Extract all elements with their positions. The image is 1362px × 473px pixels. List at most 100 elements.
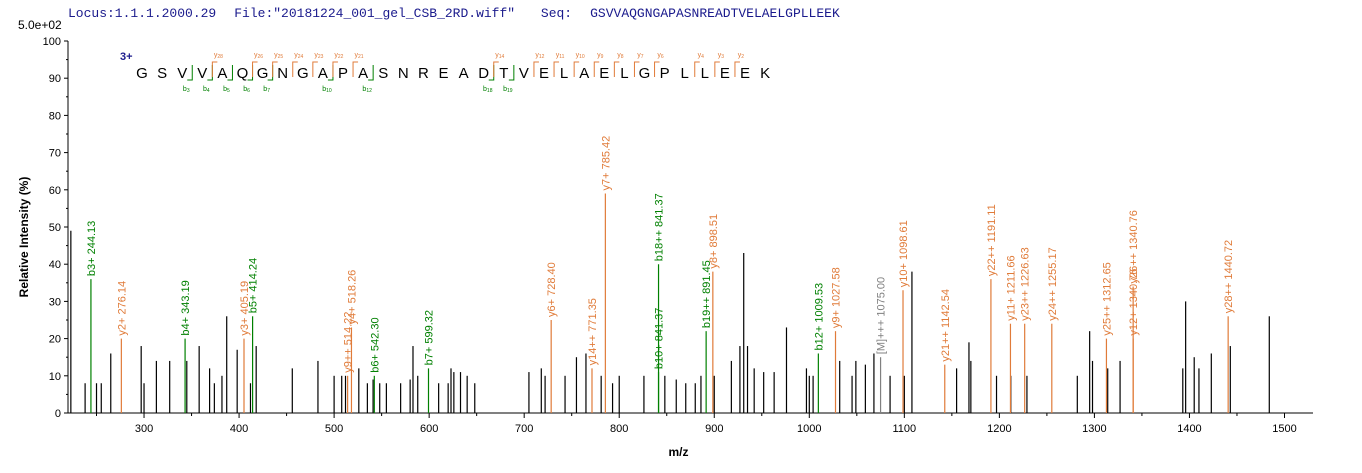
intensity-scale-label: 5.0e+02 — [18, 18, 62, 32]
sequence-residue: V — [519, 65, 529, 82]
sequence-residue: L — [620, 65, 628, 82]
sequence-residue: A — [579, 65, 589, 82]
y-ion-marker-label: y22 — [334, 52, 343, 60]
y-fragment-marker — [633, 61, 640, 77]
peak-label: y21++ 1142.54 — [940, 289, 952, 362]
y-ion-marker-label: y23 — [314, 52, 323, 60]
y-ion-marker-label: y14 — [495, 52, 504, 60]
sequence-residue: N — [398, 65, 409, 82]
sequence-residue: P — [338, 65, 348, 82]
y-fragment-marker — [654, 61, 660, 77]
y-ion-marker-label: y3 — [718, 52, 725, 60]
x-tick-label: 800 — [610, 423, 628, 435]
y-tick-label: 50 — [49, 222, 61, 234]
peak-label: y23++ 1226.63 — [1020, 247, 1032, 320]
b-fragment-marker — [508, 65, 515, 81]
sequence-residue: G — [136, 65, 148, 82]
y-ion-marker-label: y12 — [535, 52, 544, 60]
b-ion-marker-label: b18 — [483, 86, 493, 94]
sequence-residue: T — [499, 65, 508, 82]
y-ion-index: 8 — [621, 54, 624, 60]
x-tick-label: 600 — [420, 423, 438, 435]
sequence-residue: E — [539, 65, 549, 82]
y-fragment-marker — [694, 61, 700, 77]
peak-label: y2+ 276.14 — [116, 281, 128, 336]
peak-label: b10+ 841.37 — [654, 308, 666, 369]
y-ion-marker-label: y28 — [214, 52, 223, 60]
peak-label: y3+ 405.19 — [239, 281, 251, 336]
locus-text: Locus:1.1.1.2000.29 — [68, 6, 217, 21]
y-tick-label: 70 — [49, 148, 61, 160]
axes: 0 10 20 30 40 50 60 70 80 90 100 300 400 500 600 700 800… — [17, 36, 1313, 459]
peak-label: y7+ 785.42 — [600, 136, 612, 191]
y-fragment-marker — [573, 61, 580, 77]
y-ion-index: 10 — [579, 54, 585, 60]
y-tick-label: 100 — [43, 36, 61, 48]
y-ion-index: 14 — [499, 54, 505, 60]
peak-labels: b3+ 244.13 y2+ 276.14 b4+ 343.19 y3+ 405.19… — [86, 136, 1235, 373]
file-text: File:"20181224_001_gel_CSB_2RD.wiff" — [234, 6, 516, 21]
x-tick-label: 900 — [705, 423, 723, 435]
y-fragment-marker — [292, 61, 298, 77]
peak-label: y4+ 518.26 — [346, 270, 358, 325]
charge-label: 3+ — [120, 51, 133, 63]
sequence-residue: E — [599, 65, 609, 82]
b-ion-index: 6 — [247, 88, 250, 94]
y-ion-marker-label: y26 — [254, 52, 263, 60]
y-tick-label: 20 — [49, 334, 61, 346]
b-fragment-marker — [207, 65, 213, 81]
sequence-residue: V — [177, 65, 187, 82]
y-tick-label: 10 — [49, 371, 61, 383]
y-ion-marker-label: y9 — [597, 52, 604, 60]
sequence-residue: L — [560, 65, 568, 82]
peak-label: y22++ 1191.11 — [986, 204, 998, 276]
peak-label: y24++ 1255.17 — [1047, 247, 1059, 320]
peak-label: b12+ 1009.53 — [813, 283, 825, 351]
peak-label: b5+ 414.24 — [248, 258, 260, 313]
y-tick-label: 90 — [49, 73, 61, 85]
y-ion-marker-label: y7 — [637, 52, 644, 60]
x-tick-label: 1300 — [1082, 423, 1106, 435]
sequence-residue: K — [760, 65, 770, 82]
b-ion-index: 7 — [267, 88, 270, 94]
y-ion-index: 7 — [641, 54, 644, 60]
y-ion-index: 28 — [217, 54, 223, 60]
b-ion-marker-label: b4 — [203, 86, 210, 94]
sequence-residue: E — [720, 65, 730, 82]
y-ion-index: 22 — [338, 54, 344, 60]
sequence-residue: R — [418, 65, 429, 82]
x-tick-label: 700 — [515, 423, 533, 435]
sequence-residue: G — [297, 65, 309, 82]
y-ion-marker-label: y6 — [657, 52, 664, 60]
x-tick-label: 500 — [325, 423, 343, 435]
b-ion-marker-label: b10 — [322, 86, 332, 94]
y-fragment-marker — [272, 61, 278, 77]
x-tick-label: 400 — [230, 423, 248, 435]
b-fragment-marker — [187, 65, 193, 81]
peak-label: y8+ 898.51 — [708, 214, 720, 269]
sequence-residue: V — [197, 65, 207, 82]
y-ion-index: 9 — [601, 54, 604, 60]
sequence-residue: L — [701, 65, 709, 82]
b-fragment-marker — [488, 65, 495, 81]
y-ion-marker-label: y8 — [617, 52, 624, 60]
y-tick-label: 30 — [49, 296, 61, 308]
sequence-residue: A — [318, 65, 328, 82]
y-ion-marker-label: y4 — [698, 52, 705, 60]
y-fragment-marker — [553, 61, 560, 77]
peak-label: y9++ 514.22 — [343, 312, 355, 373]
b-ion-index: 19 — [507, 88, 513, 94]
y-fragment-marker — [211, 61, 218, 77]
y-fragment-marker — [332, 61, 338, 77]
x-tick-label: 1200 — [987, 423, 1011, 435]
x-tick-label: 300 — [135, 423, 153, 435]
peak-label: y28++ 1440.72 — [1223, 240, 1235, 313]
y-tick-label: 60 — [49, 185, 61, 197]
b-fragment-marker — [368, 65, 374, 81]
peak-label: b4+ 343.19 — [180, 280, 192, 335]
b-ion-marker-label: b19 — [503, 86, 513, 94]
peak-label: [M]+++ 1075.00 — [876, 277, 888, 354]
sequence-residue: P — [660, 65, 670, 82]
peak-label: y12+ 1340.76 — [1128, 269, 1140, 336]
b-fragment-marker — [327, 65, 334, 81]
